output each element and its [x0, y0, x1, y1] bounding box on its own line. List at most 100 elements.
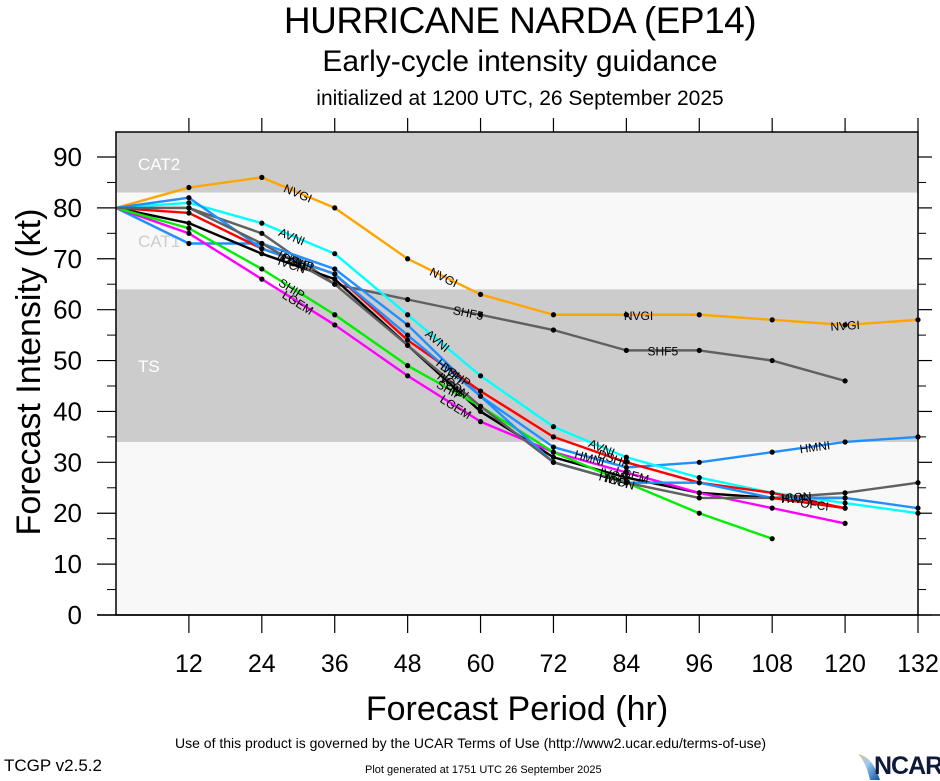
- y-tick-label: 30: [53, 447, 82, 477]
- y-tick-label: 40: [53, 396, 82, 426]
- x-tick-label: 48: [394, 650, 422, 678]
- data-point: [477, 393, 484, 399]
- data-point: [332, 271, 338, 277]
- series-label: SHF5: [452, 303, 485, 323]
- data-point: [259, 174, 265, 180]
- data-point: [405, 363, 411, 369]
- data-point: [405, 296, 411, 303]
- data-point: [623, 469, 629, 476]
- series-nvgi: [115, 174, 921, 328]
- chart-title: HURRICANE NARDA (EP14): [283, 0, 757, 41]
- series-line: [116, 206, 919, 500]
- band-td: [116, 441, 918, 615]
- data-point: [405, 312, 411, 318]
- intensity-bands: CAT2 CAT1 TS: [116, 132, 918, 615]
- data-point: [332, 251, 338, 257]
- data-point: [550, 454, 557, 460]
- data-point: [842, 322, 848, 328]
- series-line: [772, 496, 846, 510]
- data-point: [259, 276, 265, 282]
- data-point: [259, 251, 265, 257]
- data-point: [696, 459, 702, 465]
- data-point: [842, 495, 848, 501]
- data-point: [332, 322, 338, 328]
- data-point: [186, 240, 192, 247]
- data-point: [186, 225, 192, 231]
- data-point: [696, 510, 702, 516]
- x-tick-label: 96: [685, 650, 713, 678]
- data-point: [550, 327, 557, 333]
- data-point: [405, 322, 411, 328]
- data-point: [842, 378, 848, 384]
- data-point: [696, 495, 702, 501]
- data-point: [623, 475, 629, 481]
- data-point: [550, 434, 557, 440]
- data-point: [186, 205, 192, 211]
- data-point: [842, 520, 848, 527]
- data-point: [550, 424, 557, 430]
- data-point: [550, 444, 557, 450]
- version-label: TCGP v2.5.2: [4, 756, 102, 775]
- data-point: [186, 184, 192, 191]
- data-point: [332, 205, 338, 211]
- data-point: [332, 312, 338, 318]
- data-point: [769, 317, 775, 323]
- x-tick-label: 60: [467, 650, 495, 678]
- chart-init-time: initialized at 1200 UTC, 26 September 20…: [316, 87, 724, 110]
- data-point: [623, 347, 629, 353]
- series-label: ICON: [781, 489, 812, 505]
- y-tick-label: 0: [68, 600, 82, 630]
- series-line: [115, 176, 919, 327]
- data-point: [477, 419, 484, 425]
- ncar-logo-text: NCAR: [874, 752, 940, 780]
- data-point: [259, 230, 265, 236]
- data-point: [769, 505, 775, 511]
- data-point: [477, 373, 484, 379]
- data-point: [842, 490, 848, 496]
- band-label: CAT1: [138, 232, 180, 251]
- data-point: [769, 495, 775, 501]
- data-point: [477, 408, 484, 415]
- data-point: [259, 220, 265, 226]
- axes: 0 10 20 30 40 50 60 70 80 90 12 24 36 48 60 72 84 96 108 12…: [10, 118, 940, 728]
- data-point: [332, 276, 338, 282]
- data-point: [769, 357, 775, 364]
- x-tick-label: 36: [321, 650, 349, 678]
- data-point: [769, 449, 775, 455]
- x-tick-label: 132: [897, 650, 939, 678]
- x-tick-label: 72: [540, 650, 568, 678]
- data-point: [405, 256, 411, 262]
- data-point: [332, 266, 338, 272]
- band-cat1: [116, 192, 918, 290]
- series-line: [115, 206, 773, 540]
- band-label: TS: [138, 357, 160, 376]
- y-tick-label: 20: [53, 498, 82, 528]
- generated-timestamp: Plot generated at 1751 UTC 26 September …: [365, 764, 602, 776]
- data-point: [259, 266, 265, 272]
- series-label: NVGI: [624, 309, 653, 323]
- data-point: [550, 312, 557, 318]
- series-label: OFCI: [799, 496, 829, 514]
- data-point: [696, 480, 702, 486]
- data-point: [405, 337, 411, 343]
- data-point: [186, 195, 192, 201]
- series-icon: [116, 205, 921, 501]
- data-point: [769, 536, 775, 542]
- x-tick-label: 84: [612, 650, 640, 678]
- y-tick-label: 50: [53, 346, 82, 376]
- data-point: [477, 312, 484, 318]
- data-point: [405, 332, 411, 338]
- data-point: [769, 490, 775, 496]
- data-point: [550, 449, 557, 455]
- y-axis-label: Forecast Intensity (kt): [10, 209, 48, 536]
- data-point: [186, 230, 192, 236]
- data-point: [696, 347, 702, 353]
- data-point: [405, 342, 411, 348]
- data-point: [550, 459, 557, 465]
- data-point: [405, 373, 411, 379]
- series-ofci: [769, 495, 848, 511]
- data-point: [186, 200, 192, 206]
- y-tick-label: 60: [53, 295, 82, 325]
- x-tick-label: 108: [751, 650, 793, 678]
